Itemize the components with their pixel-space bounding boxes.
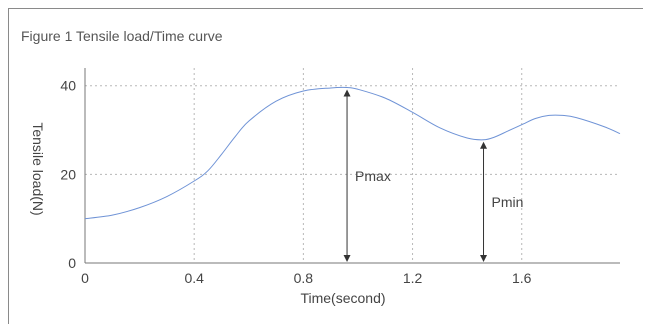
x-tick-label: 1.2 [403,270,423,286]
y-tick-label: 20 [60,166,76,182]
annotations: Pmax Pmin [343,89,524,262]
x-tick-label: 0.4 [184,270,204,286]
annotation-label: Pmin [492,194,524,210]
y-axis-label: Tensile load(N) [30,122,46,215]
x-tick-label: 0 [81,270,89,286]
x-tick-labels: 0 0.4 0.8 1.2 1.6 [81,270,532,286]
data-series [84,86,621,220]
y-tick-label: 0 [68,255,76,271]
arrow-down-head [480,255,488,262]
annotation-pmin: Pmin [480,141,524,262]
arrow-down-head [343,255,351,262]
figure-caption: Figure 1 Tensile load/Time curve [21,28,223,44]
annotation-label: Pmax [355,168,391,184]
y-tick-label: 40 [60,78,76,94]
arrow-up-head [480,141,488,149]
x-tick-label: 0.8 [294,270,314,286]
grid-lines [85,68,620,263]
y-tick-labels: 0 20 40 [60,78,76,271]
x-axis-label: Time(second) [300,290,385,306]
annotation-pmax: Pmax [343,89,391,262]
x-tick-label: 1.6 [512,270,532,286]
series-line [84,86,621,220]
arrow-up-head [343,89,351,97]
figure-frame [8,8,643,324]
axes [84,68,620,264]
